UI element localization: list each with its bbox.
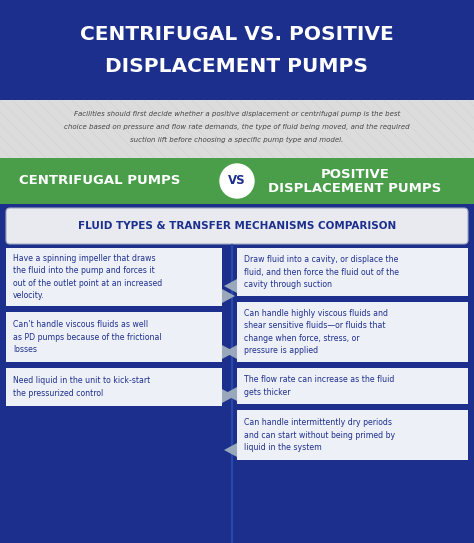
Text: The flow rate can increase as the fluid
gets thicker: The flow rate can increase as the fluid …	[244, 375, 394, 396]
Bar	[0, 0, 474, 100]
Bar	[6, 312, 222, 362]
Polygon shape	[224, 443, 237, 457]
Polygon shape	[224, 345, 237, 359]
Circle shape	[220, 164, 254, 198]
Text: Need liquid in the unit to kick-start
the pressurized control: Need liquid in the unit to kick-start th…	[13, 376, 150, 397]
Text: CENTRIFUGAL VS. POSITIVE: CENTRIFUGAL VS. POSITIVE	[80, 24, 394, 43]
Polygon shape	[222, 289, 235, 303]
Bar	[6, 368, 222, 406]
Text: Can handle intermittently dry periods
and can start without being primed by
liqu: Can handle intermittently dry periods an…	[244, 418, 395, 452]
Bar	[0, 158, 474, 204]
Text: choice based on pressure and flow rate demands, the type of fluid being moved, a: choice based on pressure and flow rate d…	[64, 124, 410, 130]
Text: POSITIVE: POSITIVE	[320, 168, 390, 181]
FancyBboxPatch shape	[6, 208, 468, 244]
Text: VS: VS	[228, 174, 246, 187]
Polygon shape	[222, 389, 235, 403]
Bar	[237, 368, 468, 404]
Text: DISPLACEMENT PUMPS: DISPLACEMENT PUMPS	[268, 182, 442, 195]
Bar	[0, 204, 474, 543]
Polygon shape	[224, 387, 237, 401]
Text: Can’t handle viscous fluids as well
as PD pumps because of the frictional
losses: Can’t handle viscous fluids as well as P…	[13, 320, 162, 353]
Text: Facilities should first decide whether a positive displacement or centrifugal pu: Facilities should first decide whether a…	[74, 111, 400, 117]
Bar	[237, 248, 468, 296]
Text: FLUID TYPES & TRANSFER MECHANISMS COMPARISON: FLUID TYPES & TRANSFER MECHANISMS COMPAR…	[78, 221, 396, 231]
Text: CENTRIFUGAL PUMPS: CENTRIFUGAL PUMPS	[19, 174, 181, 187]
Text: Can handle highly viscous fluids and
shear sensitive fluids—or fluids that
chang: Can handle highly viscous fluids and she…	[244, 310, 388, 355]
Polygon shape	[222, 345, 235, 359]
Bar	[237, 410, 468, 460]
Bar	[6, 248, 222, 306]
Polygon shape	[224, 279, 237, 293]
Bar	[237, 302, 468, 362]
Text: suction lift before choosing a specific pump type and model.: suction lift before choosing a specific …	[130, 137, 344, 143]
Text: Draw fluid into a cavity, or displace the
fluid, and then force the fluid out of: Draw fluid into a cavity, or displace th…	[244, 255, 399, 289]
Bar	[0, 100, 474, 158]
Text: DISPLACEMENT PUMPS: DISPLACEMENT PUMPS	[106, 56, 368, 75]
Text: Have a spinning impeller that draws
the fluid into the pump and forces it
out of: Have a spinning impeller that draws the …	[13, 254, 162, 300]
